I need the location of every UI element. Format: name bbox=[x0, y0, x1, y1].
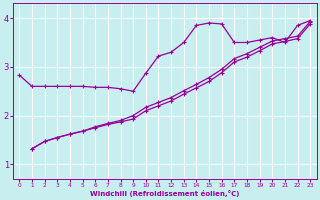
X-axis label: Windchill (Refroidissement éolien,°C): Windchill (Refroidissement éolien,°C) bbox=[90, 190, 239, 197]
